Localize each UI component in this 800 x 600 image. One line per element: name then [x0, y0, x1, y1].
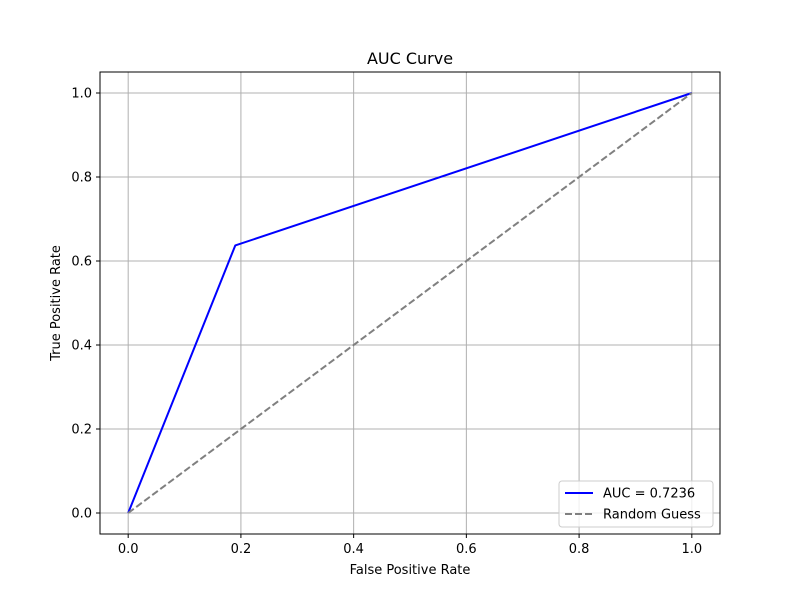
random-guess-line [127, 92, 693, 514]
y-tick-label: 0.6 [71, 255, 92, 270]
y-tick-label: 0.8 [71, 171, 92, 186]
x-tick-label: 1.0 [681, 542, 702, 557]
x-tick-label: 0.4 [343, 542, 364, 557]
x-tick-label: 0.6 [456, 542, 477, 557]
y-tick-label: 0.0 [71, 507, 92, 522]
legend-box [558, 480, 714, 528]
y-axis-title: True Positive Rate [49, 245, 64, 362]
x-tick-label: 0.0 [118, 542, 139, 557]
legend: AUC = 0.7236 Random Guess [558, 480, 714, 528]
y-tick-label: 1.0 [71, 87, 92, 102]
y-tick-label: 0.2 [71, 423, 92, 438]
y-tick-label: 0.4 [71, 339, 92, 354]
axis-ticks: 0.0 0.2 0.4 0.6 0.8 1.0 0.0 0.2 0.4 0.6 0.8 1.0 [71, 87, 702, 558]
auc-curve-line [127, 92, 693, 514]
plot-frame [99, 71, 721, 535]
x-tick-label: 0.8 [569, 542, 590, 557]
x-tick-label: 0.2 [231, 542, 252, 557]
series-lines [127, 92, 693, 514]
legend-label-auc: AUC = 0.7236 [603, 487, 695, 502]
grid-lines [100, 72, 720, 534]
legend-label-random-guess: Random Guess [603, 508, 701, 523]
x-axis-title: False Positive Rate [350, 563, 471, 578]
chart-title: AUC Curve [367, 49, 453, 68]
